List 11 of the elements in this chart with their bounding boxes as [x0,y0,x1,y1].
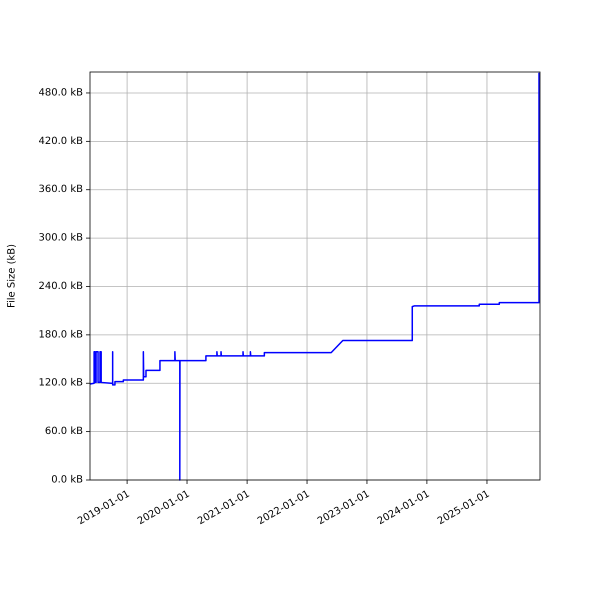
y-tick-label: 180.0 kB [38,329,84,340]
y-tick-label: 240.0 kB [38,280,84,292]
y-tick-label: 300.0 kB [38,232,84,244]
y-axis-title: File Size (kB) [6,244,18,308]
line-series [90,72,540,481]
y-tick-label: 60.0 kB [44,426,84,438]
y-tick-label: 420.0 kB [38,136,84,147]
y-tick-label: 0.0 kB [51,474,84,486]
y-tick-label: 120.0 kB [38,378,84,389]
y-tick-label: 360.0 kB [38,184,84,196]
y-tick-label: 480.0 kB [38,87,84,98]
